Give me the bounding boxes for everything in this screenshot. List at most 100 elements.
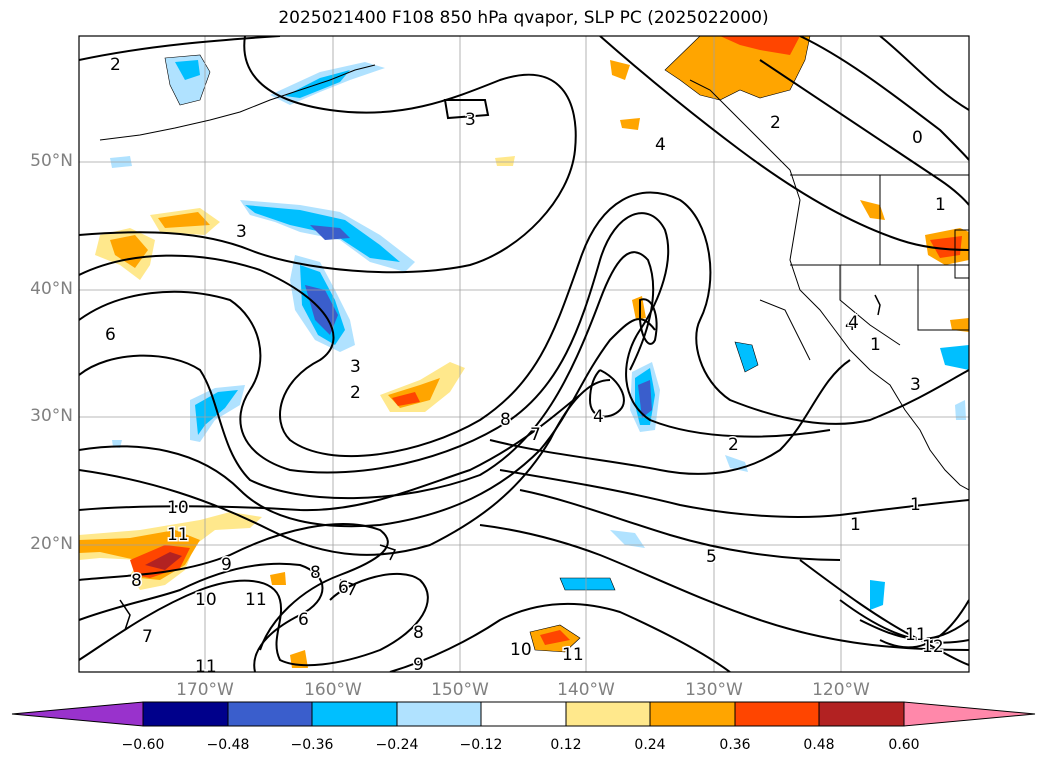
slp-contours	[79, 36, 969, 672]
contour-label: 3	[350, 357, 361, 377]
contour-label: 2	[110, 55, 121, 75]
anomaly-patch	[870, 580, 885, 610]
contour-label: 2	[770, 113, 781, 133]
contour-label: 2	[728, 435, 739, 455]
lon-label: 140°W	[557, 680, 615, 700]
anomaly-patch	[110, 235, 148, 268]
anomaly-patch	[175, 60, 200, 80]
contour-label: 8	[310, 563, 321, 583]
anomaly-patch	[559, 577, 616, 591]
colorbar-tick-label: 0.48	[803, 737, 835, 753]
anomaly-patch	[158, 212, 210, 228]
anomaly-patch	[310, 225, 350, 240]
contour-label: 8	[413, 623, 424, 643]
anomaly-patch	[610, 60, 630, 80]
colorbar-low-extension	[11, 701, 144, 727]
contour-label: 7	[142, 627, 153, 647]
lon-label: 170°W	[176, 680, 234, 700]
contour-label: 1	[850, 515, 861, 535]
colorbar-segment	[227, 701, 313, 727]
positive-anomaly-patches	[79, 36, 969, 668]
contour-label: 1	[910, 495, 921, 515]
contour-label: 4	[848, 313, 859, 333]
colorbar-tick-label: 0.12	[550, 737, 582, 753]
lon-label: 130°W	[685, 680, 743, 700]
contour-label: 9	[221, 555, 232, 575]
colorbar-tick-label: −0.36	[290, 737, 334, 753]
anomaly-patch	[270, 572, 286, 585]
colorbar-tick-label: −0.60	[121, 737, 165, 753]
contour-label: 11	[562, 645, 584, 665]
lon-label: 160°W	[304, 680, 362, 700]
anomaly-patch	[145, 552, 182, 570]
contour-label: 10	[195, 590, 217, 610]
colorbar-tick-label: 0.60	[888, 737, 920, 753]
island-specks	[119, 294, 881, 631]
colorbar-segment	[396, 701, 482, 727]
anomaly-patch	[930, 236, 962, 258]
colorbar-tick-label: −0.12	[459, 737, 503, 753]
coastlines	[99, 64, 969, 491]
contour-label: 11	[245, 590, 267, 610]
lat-label: 30°N	[30, 406, 73, 426]
map-title: 2025021400 F108 850 hPa qvapor, SLP PC (…	[278, 8, 769, 28]
anomaly-patch	[720, 36, 800, 55]
colorbar-segment	[311, 701, 398, 727]
lat-label: 40°N	[30, 279, 73, 299]
contour-label: 2	[350, 383, 361, 403]
contour-label: 6	[105, 325, 116, 345]
colorbar-tick-label: −0.48	[206, 737, 250, 753]
anomaly-patch	[495, 156, 515, 166]
contour-label: 10	[510, 640, 532, 660]
contour-label: 6	[338, 578, 349, 598]
contour-label: 10	[167, 498, 189, 518]
lat-label: 50°N	[30, 151, 73, 171]
contour-label: 3	[910, 375, 921, 395]
anomaly-patch	[245, 205, 400, 262]
lon-label: 150°W	[431, 680, 489, 700]
anomaly-patch	[955, 400, 966, 420]
colorbar-segment	[480, 701, 567, 727]
anomaly-patch	[950, 318, 969, 332]
anomaly-patch	[940, 345, 969, 370]
contour-label: 11	[195, 657, 217, 677]
anomaly-patch	[540, 630, 570, 645]
contour-label: 0	[912, 128, 923, 148]
anomaly-patch	[392, 392, 420, 406]
colorbar	[11, 701, 1036, 727]
contour-label: 3	[236, 222, 247, 242]
contour-label: 12	[922, 637, 944, 657]
contour-label: 4	[593, 407, 604, 427]
contour-label: 11	[167, 525, 189, 545]
contour-label: 1	[870, 335, 881, 355]
colorbar-segment	[734, 701, 820, 727]
contour-label: 1	[935, 195, 946, 215]
map-plot-area: 2 3 4 2 0 1 3 6 3 2 1 4 8 7 4 2 1 1 10 1…	[79, 36, 969, 677]
gridlines	[79, 36, 969, 672]
colorbar-tick-label: 0.36	[719, 737, 751, 753]
colorbar-segment	[142, 701, 229, 727]
contour-label: 4	[655, 135, 666, 155]
colorbar-tick-label: 0.24	[634, 737, 666, 753]
colorbar-segment	[818, 701, 905, 727]
lat-label: 20°N	[30, 534, 73, 554]
contour-labels: 2 3 4 2 0 1 3 6 3 2 1 4 8 7 4 2 1 1 10 1…	[104, 54, 948, 677]
anomaly-patch	[860, 200, 885, 220]
contour-label: 7	[530, 425, 541, 445]
contour-label: 8	[131, 571, 142, 591]
map-frame	[78, 35, 970, 673]
anomaly-patch	[610, 530, 645, 548]
colorbar-tick-label: −0.24	[375, 737, 419, 753]
contour-label: 4	[845, 315, 856, 335]
anomaly-patch	[638, 380, 652, 418]
anomaly-patch	[734, 341, 759, 373]
anomaly-patch	[620, 118, 640, 130]
contour-label: 9	[413, 655, 424, 675]
colorbar-segment	[565, 701, 651, 727]
colorbar-segment	[649, 701, 736, 727]
contour-label: 6	[298, 610, 309, 630]
contour-label: 8	[500, 410, 511, 430]
contour-label: 11	[905, 625, 927, 645]
lon-label: 120°W	[812, 680, 870, 700]
